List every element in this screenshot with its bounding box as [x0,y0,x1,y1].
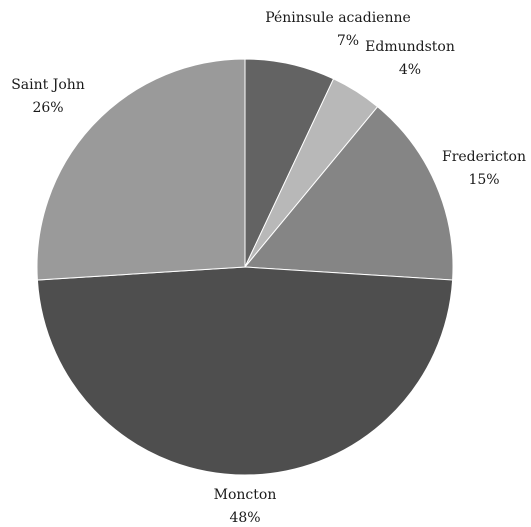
slice-value-saint-john: 26% [32,100,63,116]
pie-slice-fredericton [243,106,454,281]
slice-label-saint-john: Saint John [11,77,85,93]
slice-value-edmundston: 4% [399,62,421,78]
pie-slice-saint-john [36,58,246,281]
slice-value-moncton: 48% [229,510,260,526]
pie-labels: Péninsule acadienne 7% Edmundston 4% Fre… [11,10,526,526]
slice-value-fredericton: 15% [468,172,499,188]
slice-label-moncton: Moncton [214,487,277,503]
pie-slices [36,58,454,476]
pie-slice-moncton [36,266,454,476]
slice-label-edmundston: Edmundston [365,39,455,55]
slice-label-peninsule-acadienne: Péninsule acadienne [265,10,411,26]
slice-label-fredericton: Fredericton [442,149,526,165]
slice-value-peninsule-acadienne: 7% [337,33,359,49]
